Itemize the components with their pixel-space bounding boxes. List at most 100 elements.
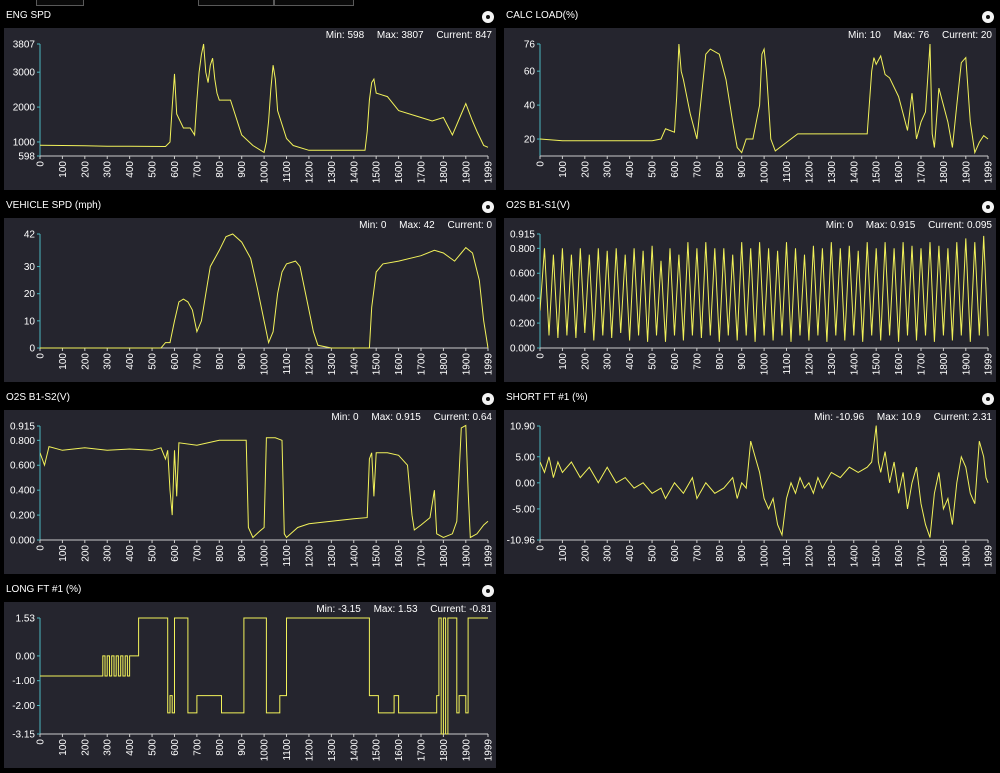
x-tick-label: 1900 — [961, 161, 972, 184]
y-tick-label: 0.000 — [510, 344, 535, 355]
x-tick-label: 900 — [737, 353, 748, 370]
chart-stats: Min: 0 Max: 42 Current: 0 — [349, 220, 492, 231]
x-tick-label: 1800 — [939, 545, 950, 568]
x-tick-label: 1800 — [939, 161, 950, 184]
y-tick-label: 0 — [29, 344, 35, 355]
chart-settings-button[interactable] — [982, 11, 994, 23]
x-tick-label: 300 — [103, 353, 114, 370]
plot-area: Min: -3.15 Max: 1.53 Current: -0.81 1.53… — [4, 602, 496, 768]
max-label: Max: — [376, 30, 399, 41]
toolbar-box-3[interactable] — [274, 0, 354, 6]
x-tick-label: 400 — [125, 161, 136, 178]
x-tick-label: 400 — [625, 161, 636, 178]
x-tick-label: 1500 — [872, 161, 883, 184]
chart-settings-button[interactable] — [482, 201, 494, 213]
current-label: Current: — [933, 412, 970, 423]
x-tick-label: 400 — [625, 353, 636, 370]
top-toolbar-strip — [0, 0, 1000, 6]
line-chart: 1.53 0.00 -1.00 -2.00 -3.150 100 200 300 400 500 6… — [12, 614, 494, 762]
x-tick-label: 1500 — [372, 739, 383, 762]
min-label: Min: — [825, 220, 845, 231]
x-tick-label: 100 — [558, 545, 569, 562]
x-tick-label: 200 — [80, 545, 91, 562]
x-tick-label: 100 — [58, 353, 69, 370]
chart-panel-eng-spd: ENG SPD Min: 598 Max: 3807 Current: 847 … — [0, 4, 500, 194]
min-label: Min: — [316, 604, 336, 615]
max-value: 10.9 — [901, 412, 921, 423]
chart-settings-button[interactable] — [482, 11, 494, 23]
toolbar-box-1[interactable] — [36, 0, 84, 6]
toolbar-box-2[interactable] — [198, 0, 274, 6]
max-label: Max: — [399, 220, 421, 231]
y-tick-label: 0.400 — [510, 294, 535, 305]
chart-title: LONG FT #1 (%) — [6, 584, 82, 595]
chart-title: O2S B1-S1(V) — [506, 200, 570, 211]
x-tick-label: 1300 — [327, 545, 338, 568]
current-label: Current: — [447, 220, 484, 231]
min-label: Min: — [325, 30, 345, 41]
x-tick-label: 0 — [536, 161, 547, 167]
x-tick-label: 700 — [192, 353, 203, 370]
x-tick-label: 1300 — [327, 739, 338, 762]
chart-settings-button[interactable] — [982, 201, 994, 213]
chart-settings-button[interactable] — [482, 585, 494, 597]
x-tick-label: 1900 — [461, 739, 472, 762]
x-tick-label: 1500 — [872, 545, 883, 568]
x-tick-label: 900 — [237, 161, 248, 178]
min-label: Min: — [848, 30, 867, 41]
min-value: 10 — [869, 30, 881, 41]
chart-title: CALC LOAD(%) — [506, 10, 579, 21]
x-tick-label: 1400 — [349, 739, 360, 762]
x-tick-label: 600 — [670, 545, 681, 562]
x-tick-label: 0 — [536, 353, 547, 359]
x-tick-label: 1200 — [304, 353, 315, 376]
y-tick-label: 10.90 — [510, 422, 535, 433]
x-tick-label: 1200 — [804, 353, 815, 376]
x-tick-label: 600 — [170, 353, 181, 370]
x-tick-label: 1700 — [416, 161, 427, 184]
x-tick-label: 1400 — [349, 161, 360, 184]
x-tick-label: 200 — [580, 161, 591, 178]
current-label: Current: — [928, 220, 965, 231]
x-tick-label: 1700 — [416, 739, 427, 762]
x-tick-label: 1100 — [282, 353, 293, 375]
x-tick-label: 700 — [192, 545, 203, 562]
x-tick-label: 200 — [80, 353, 91, 370]
x-tick-label: 1900 — [961, 353, 972, 376]
x-tick-label: 1400 — [849, 161, 860, 184]
x-tick-label: 200 — [80, 161, 91, 178]
x-tick-label: 1400 — [849, 353, 860, 376]
x-tick-label: 1000 — [760, 545, 771, 568]
y-tick-label: 1000 — [13, 137, 36, 148]
x-tick-label: 1800 — [939, 353, 950, 376]
chart-settings-button[interactable] — [982, 393, 994, 405]
plot-area: Min: 0 Max: 42 Current: 0 42 30 20 10 0 0 100 2… — [4, 218, 496, 382]
x-tick-label: 1100 — [782, 161, 793, 183]
x-tick-label: 1200 — [304, 545, 315, 568]
chart-title: VEHICLE SPD (mph) — [6, 200, 102, 211]
x-tick-label: 1500 — [372, 353, 383, 376]
x-tick-label: 1000 — [260, 353, 271, 376]
series-line — [40, 233, 489, 349]
current-label: Current: — [430, 604, 467, 615]
series-line — [40, 617, 488, 735]
chart-stats: Min: 598 Max: 3807 Current: 847 — [316, 30, 492, 41]
series-line — [540, 43, 989, 155]
x-tick-label: 1300 — [827, 161, 838, 184]
min-label: Min: — [359, 220, 379, 231]
y-tick-label: 10 — [24, 316, 36, 327]
x-tick-label: 1300 — [827, 545, 838, 568]
current-label: Current: — [436, 30, 473, 41]
x-tick-label: 1100 — [282, 545, 293, 567]
x-tick-label: 200 — [580, 545, 591, 562]
x-tick-label: 1800 — [439, 353, 450, 376]
y-tick-label: 0.600 — [510, 269, 535, 280]
x-tick-label: 1800 — [439, 545, 450, 568]
y-tick-label: 2000 — [13, 103, 36, 114]
x-tick-label: 500 — [648, 353, 659, 370]
chart-settings-button[interactable] — [482, 393, 494, 405]
min-value: -10.96 — [835, 412, 865, 423]
chart-title: ENG SPD — [6, 10, 52, 21]
y-tick-label: 0.200 — [510, 319, 535, 330]
